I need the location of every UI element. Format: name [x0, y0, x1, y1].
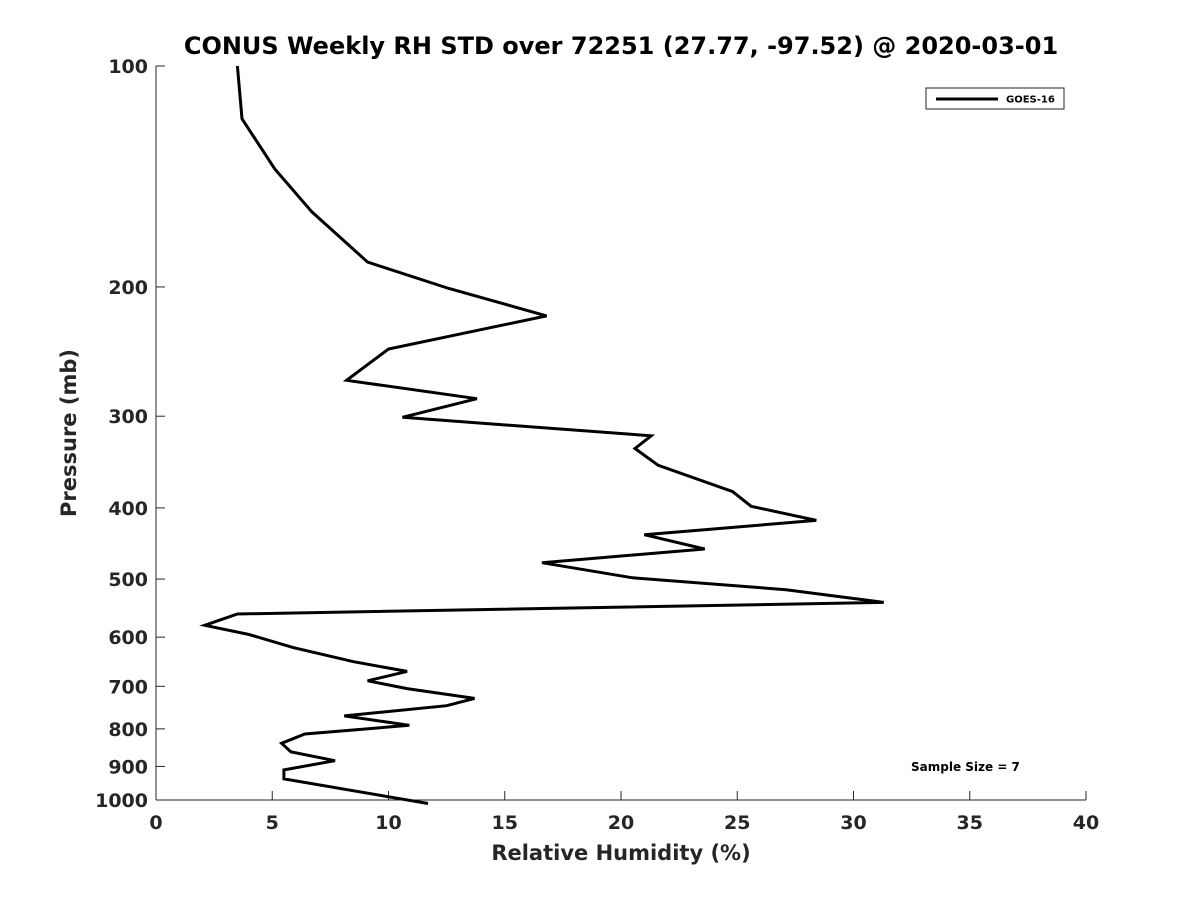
- y-tick-label: 400: [108, 498, 148, 520]
- y-tick-label: 100: [108, 56, 148, 78]
- sample-size-annotation: Sample Size = 7: [911, 760, 1020, 774]
- x-tick-label: 5: [266, 812, 279, 834]
- x-ticks: 0 5 10 15 20 25 30 35 40: [149, 791, 1099, 834]
- x-tick-label: 40: [1073, 812, 1099, 834]
- y-tick-label: 900: [108, 756, 148, 778]
- y-tick-label: 800: [108, 719, 148, 741]
- x-tick-label: 15: [492, 812, 518, 834]
- x-tick-label: 0: [149, 812, 162, 834]
- y-tick-label: 500: [108, 569, 148, 591]
- x-axis-label: Relative Humidity (%): [491, 841, 750, 865]
- y-tick-label: 600: [108, 627, 148, 649]
- y-tick-label: 1000: [95, 790, 148, 812]
- y-tick-label: 200: [108, 277, 148, 299]
- legend-label-goes-16: GOES-16: [1006, 95, 1055, 106]
- y-axis-label: Pressure (mb): [57, 349, 81, 517]
- legend: GOES-16: [925, 87, 1065, 110]
- x-tick-label: 10: [375, 812, 401, 834]
- series-layer: [199, 65, 884, 805]
- y-ticks: 100 200 300 400 500 600 700 800 900 1000: [95, 56, 165, 812]
- x-tick-label: 25: [724, 812, 750, 834]
- series-line-goes-16: [199, 65, 884, 805]
- chart-title: CONUS Weekly RH STD over 72251 (27.77, -…: [184, 32, 1058, 60]
- y-tick-label: 300: [108, 406, 148, 428]
- x-tick-label: 35: [957, 812, 983, 834]
- x-tick-label: 30: [840, 812, 866, 834]
- y-tick-label: 700: [108, 676, 148, 698]
- x-tick-label: 20: [608, 812, 634, 834]
